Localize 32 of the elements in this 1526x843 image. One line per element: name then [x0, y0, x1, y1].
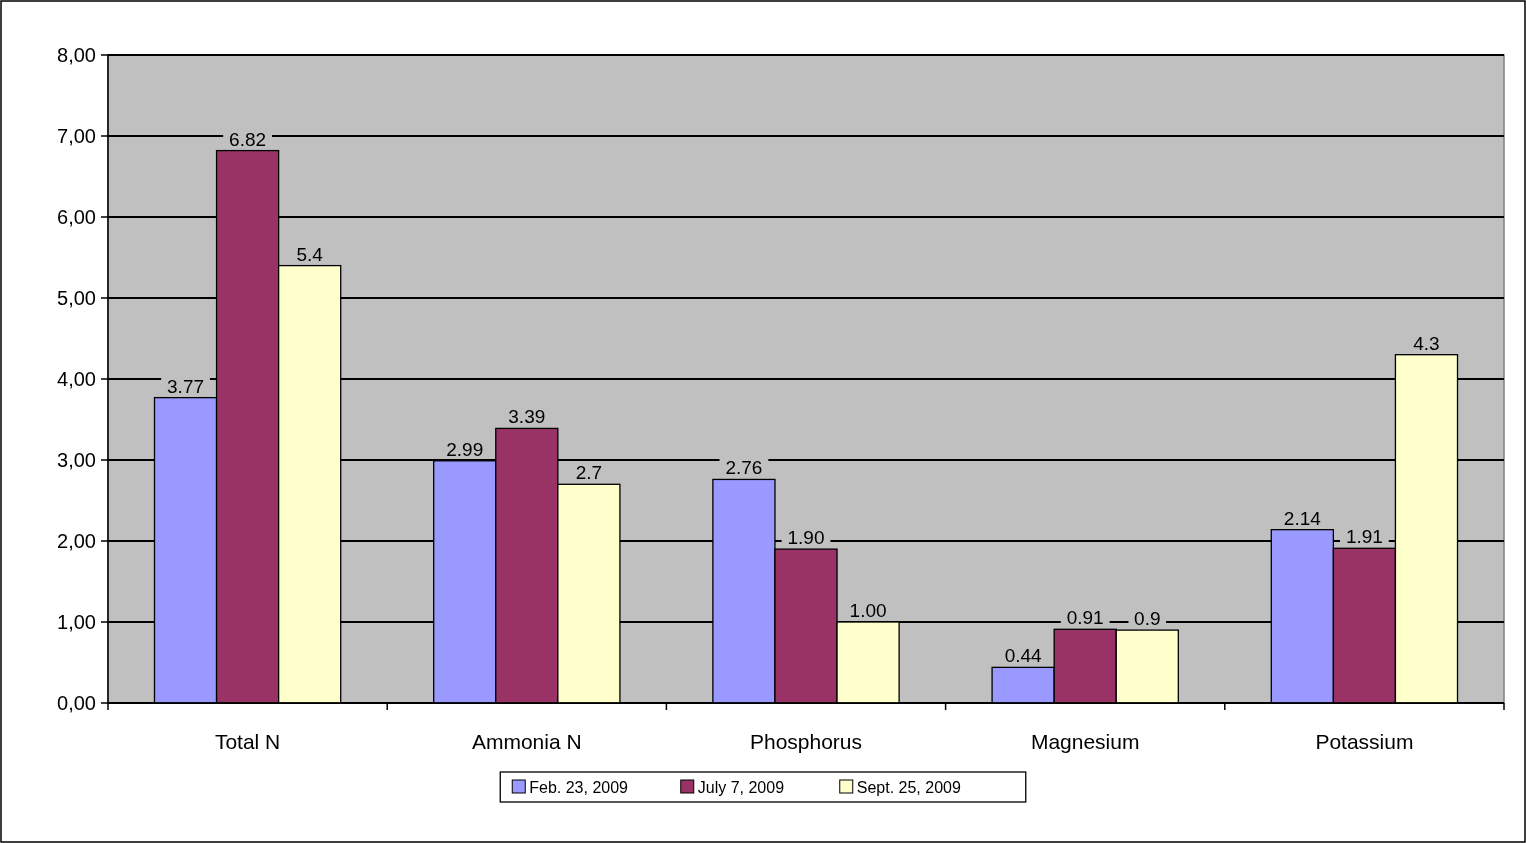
y-tick-label: 2,00: [57, 530, 96, 552]
data-label: 4.3: [1413, 332, 1440, 354]
x-tick-label: Phosphorus: [749, 730, 863, 753]
y-tick-label: 0,00: [57, 692, 96, 714]
data-label: 5.4: [296, 243, 324, 265]
data-label: 6.82: [229, 128, 267, 150]
legend-label: Feb. 23, 2009: [529, 778, 629, 796]
y-tick-label: 5,00: [57, 287, 96, 309]
y-tick-label: 8,00: [57, 44, 96, 66]
x-tick-label: Magnesium: [1030, 730, 1140, 753]
data-label: 3.77: [167, 375, 205, 397]
data-label: 2.7: [575, 462, 603, 484]
x-tick-label: Total N: [214, 730, 281, 753]
data-label: 0.9: [1134, 608, 1161, 630]
y-tick-label: 6,00: [57, 206, 96, 228]
y-tick-label: 3,00: [57, 449, 96, 471]
legend-label: July 7, 2009: [697, 778, 785, 796]
x-tick-label: Ammonia N: [471, 730, 582, 753]
y-tick-label: 7,00: [57, 125, 96, 147]
y-tick-label: 4,00: [57, 368, 96, 390]
data-label: 0.44: [1004, 645, 1043, 667]
legend-label: Sept. 25, 2009: [856, 778, 961, 796]
y-tick-label: 1,00: [57, 611, 96, 633]
data-label: 2.76: [725, 457, 763, 479]
data-label: 2.99: [446, 438, 484, 460]
data-label: 1.91: [1345, 526, 1383, 548]
x-tick-label: Potassium: [1315, 730, 1414, 753]
data-label: 0.91: [1066, 607, 1104, 629]
data-label: 1.00: [849, 600, 887, 621]
data-label: 2.14: [1283, 507, 1322, 529]
data-label: 3.39: [508, 406, 546, 428]
data-label: 1.90: [787, 527, 825, 549]
